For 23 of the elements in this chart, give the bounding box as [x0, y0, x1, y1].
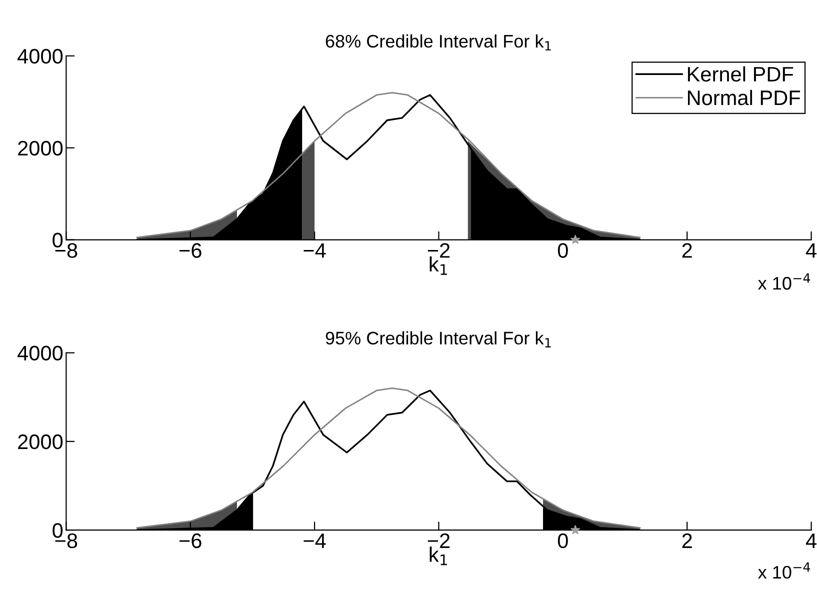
text: x 10$^{−4}$: [758, 273, 810, 290]
x-tick-label: −6: [180, 243, 202, 258]
legend-label: Normal PDF: [688, 90, 800, 106]
y-tick-label: 4000: [18, 346, 63, 361]
x-tick-label: 0: [558, 533, 568, 548]
chart-title: 95% Credible Interval For k$_{1}$: [326, 331, 551, 348]
y-tick-label: 2000: [18, 434, 63, 450]
x-axis-title: k$_{1}$: [430, 546, 447, 566]
x-tick-label: 4: [806, 534, 816, 548]
x-tick-label: 0: [558, 243, 568, 258]
text: x 10$^{−4}$: [758, 562, 810, 579]
x-tick-label: −6: [180, 533, 202, 548]
legend-label: Kernel PDF: [688, 66, 794, 82]
x-tick-label: −2: [428, 243, 450, 258]
x-tick-label: 2: [682, 243, 692, 258]
chart-title: 68% Credible Interval For k$_{1}$: [326, 34, 551, 50]
y-tick-label: 4000: [18, 48, 63, 64]
x-tick-label: 2: [682, 533, 692, 548]
y-tick-label: 2000: [18, 140, 63, 156]
x-tick-label: −4: [304, 243, 326, 258]
x-tick-label: −2: [428, 533, 450, 548]
x-tick-label: −4: [304, 534, 326, 548]
x-tick-label: 4: [806, 243, 816, 258]
